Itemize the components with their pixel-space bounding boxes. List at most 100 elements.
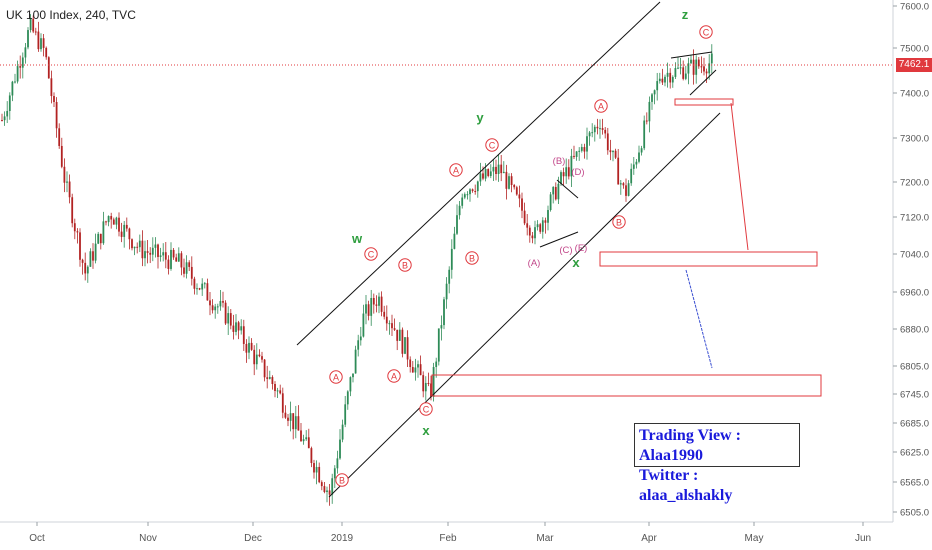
candle-body bbox=[112, 219, 115, 225]
candle-body bbox=[110, 216, 113, 220]
candle-body bbox=[489, 171, 492, 176]
candle-body bbox=[573, 155, 575, 157]
x-tick-label: Dec bbox=[244, 533, 262, 544]
candle-body bbox=[557, 183, 560, 200]
x-tick-label: May bbox=[745, 533, 764, 544]
candle-body bbox=[349, 377, 352, 392]
candle-body bbox=[393, 328, 396, 330]
candle-body bbox=[601, 128, 604, 130]
candle-body bbox=[24, 47, 27, 58]
candle-body bbox=[643, 120, 646, 149]
candle-body bbox=[692, 59, 695, 75]
y-tick-label: 6960.0 bbox=[900, 288, 929, 299]
candle-body bbox=[435, 361, 438, 367]
candle-body bbox=[565, 167, 568, 177]
y-tick-label: 7200.0 bbox=[900, 178, 929, 189]
candle-body bbox=[536, 224, 539, 228]
candle-body bbox=[29, 18, 32, 31]
candle-body bbox=[378, 296, 380, 306]
candle-body bbox=[279, 390, 282, 394]
candle-body bbox=[375, 304, 378, 306]
candle-body bbox=[86, 266, 89, 274]
candle-body bbox=[190, 266, 193, 279]
candle-body bbox=[463, 194, 466, 198]
target-zone-box bbox=[674, 98, 734, 106]
candle-body bbox=[115, 217, 118, 225]
candle-body bbox=[131, 239, 133, 249]
candle-body bbox=[209, 300, 211, 306]
candle-body bbox=[432, 366, 435, 397]
candle-body bbox=[578, 150, 581, 152]
candle-body bbox=[430, 383, 432, 397]
candle-body bbox=[183, 267, 185, 274]
y-tick-label: 6625.0 bbox=[900, 448, 929, 459]
candle-body bbox=[45, 47, 48, 58]
candle-body bbox=[544, 220, 547, 223]
candle-body bbox=[653, 90, 656, 95]
candle-body bbox=[263, 359, 266, 378]
candle-body bbox=[380, 296, 383, 312]
candle-body bbox=[323, 486, 326, 493]
candle-body bbox=[521, 198, 523, 211]
candle-body bbox=[388, 323, 391, 325]
candle-body bbox=[705, 71, 708, 74]
candle-body bbox=[175, 257, 178, 262]
candle-body bbox=[149, 252, 152, 255]
candle-body bbox=[268, 377, 271, 379]
y-tick-label: 7040.0 bbox=[900, 250, 929, 261]
y-tick-label: 7400.0 bbox=[900, 89, 929, 100]
candle-body bbox=[677, 67, 679, 69]
sub-wave-line bbox=[556, 179, 579, 199]
promo-line-1: Trading View : Alaa1990 bbox=[639, 427, 741, 464]
candle-body bbox=[487, 169, 490, 176]
candle-body bbox=[313, 463, 315, 473]
candle-body bbox=[326, 490, 328, 493]
candle-body bbox=[266, 377, 269, 379]
candle-body bbox=[508, 176, 510, 189]
candle-body bbox=[567, 167, 570, 177]
candle-body bbox=[276, 390, 279, 392]
candle-body bbox=[599, 128, 601, 130]
projection-line bbox=[730, 102, 749, 251]
x-tick-label: Nov bbox=[139, 533, 157, 544]
candle-body bbox=[679, 67, 682, 69]
sub-wave-label: (B) bbox=[553, 156, 566, 167]
candle-body bbox=[214, 306, 217, 311]
x-tick-label: Jun bbox=[855, 533, 871, 544]
candle-body bbox=[710, 53, 713, 64]
degree-wave-label: y bbox=[476, 110, 484, 125]
candle-body bbox=[414, 367, 417, 373]
candle-body bbox=[339, 439, 341, 459]
candle-body bbox=[638, 152, 640, 162]
candle-body bbox=[682, 67, 685, 79]
candle-body bbox=[34, 31, 37, 33]
candle-body bbox=[500, 164, 503, 174]
candle-body bbox=[188, 262, 191, 267]
candle-body bbox=[294, 416, 297, 430]
candle-body bbox=[333, 468, 336, 479]
candle-body bbox=[320, 482, 323, 487]
candle-body bbox=[235, 322, 237, 332]
candle-body bbox=[50, 78, 53, 97]
candle-body bbox=[255, 354, 258, 365]
candle-body bbox=[328, 490, 331, 495]
candle-body bbox=[560, 172, 562, 184]
candle-body bbox=[424, 382, 427, 392]
candle-body bbox=[619, 183, 622, 185]
candle-body bbox=[466, 194, 469, 196]
candle-body bbox=[167, 259, 170, 269]
candle-body bbox=[172, 249, 175, 258]
candle-body bbox=[547, 210, 549, 223]
candle-body bbox=[645, 120, 648, 122]
candle-body bbox=[53, 96, 55, 103]
candle-body bbox=[622, 183, 625, 186]
candle-body bbox=[534, 227, 536, 239]
y-tick-label: 6805.0 bbox=[900, 362, 929, 373]
sub-wave-label: (D) bbox=[571, 167, 584, 178]
candle-body bbox=[42, 38, 45, 48]
candle-body bbox=[237, 322, 240, 331]
candle-body bbox=[666, 72, 669, 77]
candle-body bbox=[162, 252, 165, 256]
